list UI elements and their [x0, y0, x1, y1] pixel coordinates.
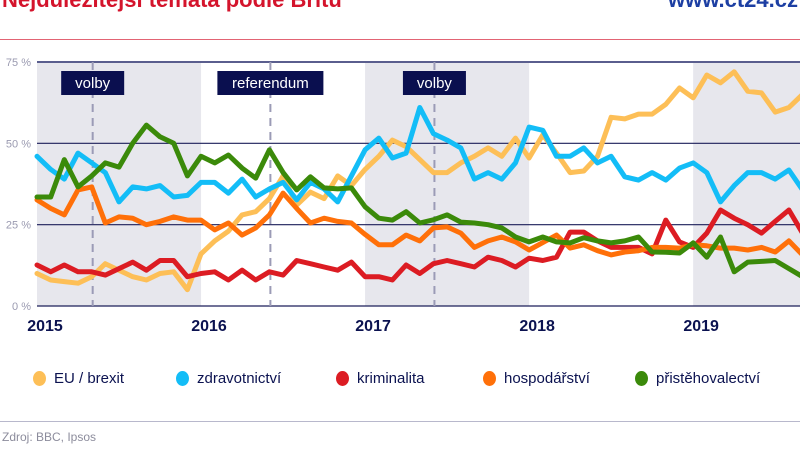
event-label-box: [217, 71, 324, 95]
y-tick-label: 25 %: [6, 220, 31, 232]
series-line-3: [34, 184, 800, 258]
header-divider: [0, 39, 800, 40]
legend-label: EU / brexit: [54, 370, 125, 387]
x-tick-label: 2016: [191, 318, 227, 335]
line-chart: volby referendum volby 0 % 25 % 50 % 75 % 2015…: [6, 57, 800, 335]
x-tick-label: 2017: [355, 318, 391, 335]
event-label-box: [61, 71, 125, 95]
chart-title: Nejdůležitější témata podle Britů: [2, 0, 342, 13]
legend-item: hospodářství: [483, 370, 590, 387]
event-label: volby: [417, 75, 453, 92]
y-tick-label: 50 %: [6, 138, 31, 150]
legend-label: hospodářství: [504, 370, 590, 387]
legend-label: přistěhovalectví: [656, 370, 761, 387]
series-line-1: [34, 105, 800, 205]
series-line-0: [34, 69, 800, 293]
brand-link[interactable]: www.ct24.cz: [668, 0, 798, 13]
legend-swatch-icon: [483, 371, 496, 386]
legend-item: přistěhovalectví: [635, 370, 760, 387]
event-label: volby: [75, 75, 111, 92]
event-label-box: [402, 71, 466, 95]
y-tick-label: 0 %: [12, 301, 31, 313]
legend-swatch-icon: [336, 371, 349, 386]
shaded-year-band: [365, 62, 530, 306]
legend-item: kriminalita: [336, 370, 425, 387]
x-tick-label: 2019: [683, 318, 719, 335]
legend-item: EU / brexit: [33, 370, 124, 387]
legend: EU / brexit zdravotnictví kriminalita hospo…: [0, 370, 800, 392]
legend-swatch-icon: [33, 371, 46, 386]
legend-label: zdravotnictví: [197, 370, 282, 387]
x-tick-label: 2018: [519, 318, 555, 335]
footer-divider: [0, 421, 800, 422]
series-line-4: [34, 122, 800, 279]
legend-swatch-icon: [176, 371, 189, 386]
x-tick-label: 2015: [27, 318, 63, 335]
legend-item: zdravotnictví: [176, 370, 281, 387]
legend-label: kriminalita: [357, 370, 425, 387]
source-note: Zdroj: BBC, Ipsos: [2, 430, 97, 444]
shaded-year-band: [693, 62, 800, 306]
event-label: referendum: [232, 75, 309, 92]
series-line-2: [34, 207, 800, 283]
y-tick-label: 75 %: [6, 57, 31, 69]
legend-swatch-icon: [635, 371, 648, 386]
